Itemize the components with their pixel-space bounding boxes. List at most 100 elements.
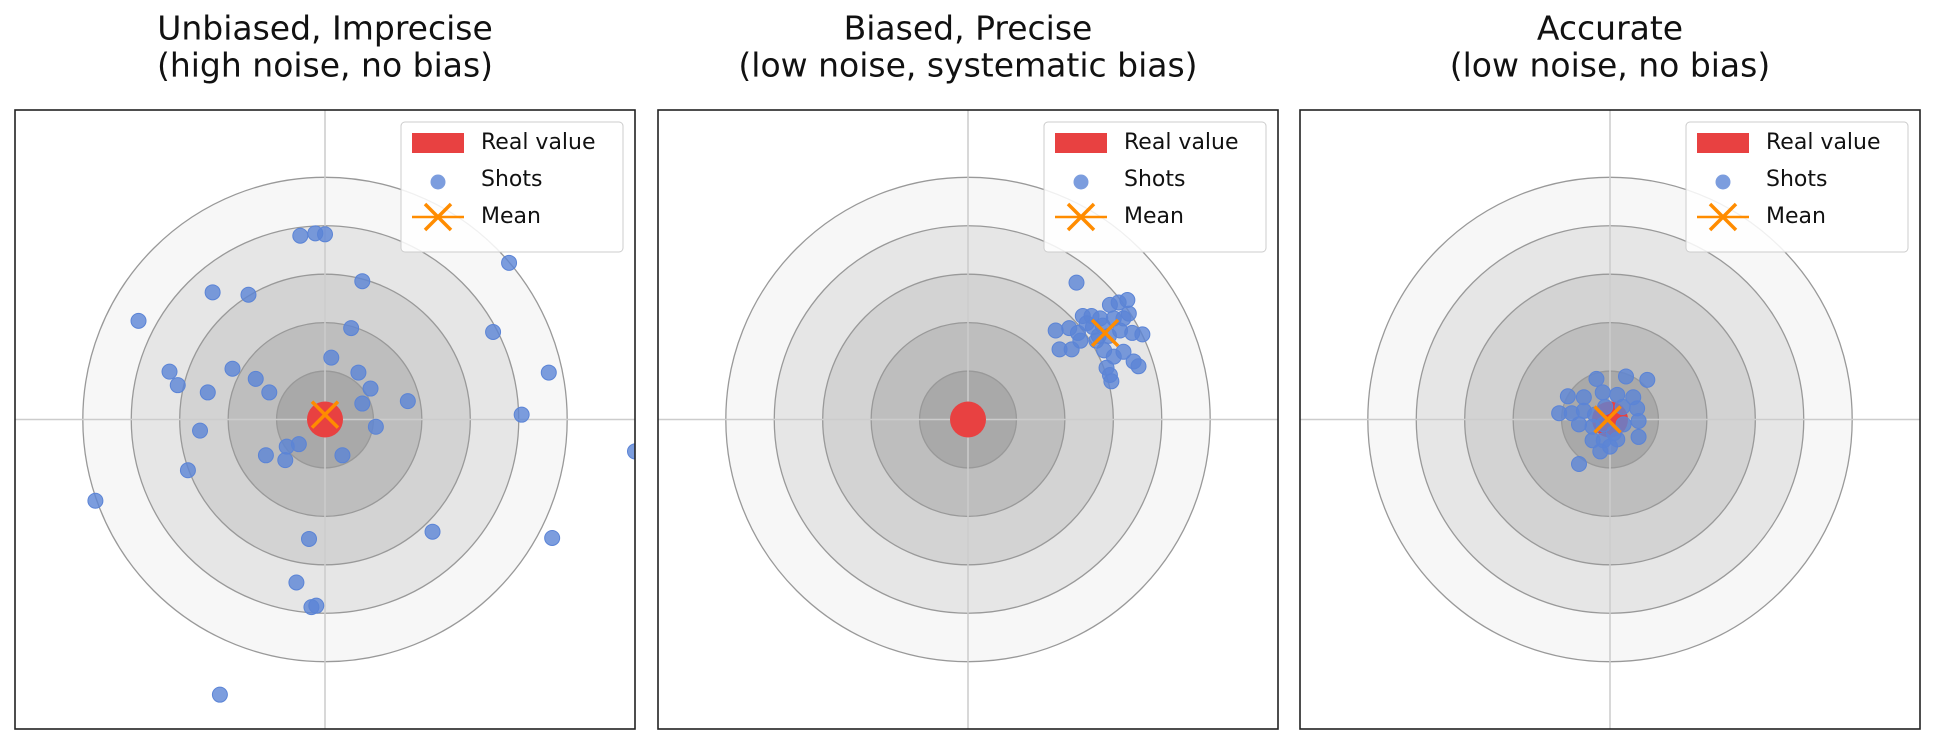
legend-swatch: [423, 202, 453, 232]
shot-point: [627, 443, 635, 460]
plot-area: [1300, 110, 1920, 729]
shot-point: [1119, 292, 1136, 309]
legend: Real value Shots Mean: [400, 121, 624, 253]
shot-point: [288, 574, 305, 591]
legend-box: [1685, 121, 1909, 253]
shot-point: [1602, 438, 1618, 455]
shot-point: [211, 686, 228, 703]
shot-point: [399, 393, 416, 410]
shot-point: [308, 597, 325, 614]
shot-point: [544, 529, 561, 546]
shot-point: [1072, 332, 1089, 349]
shot-point: [362, 380, 379, 397]
chart-title: Accurate: [1537, 9, 1683, 48]
shot-point: [1120, 305, 1137, 322]
shot-point: [343, 320, 360, 337]
chart-subtitle: (low noise, systematic bias): [738, 46, 1197, 85]
shot-point: [1639, 371, 1656, 388]
shot-point: [161, 363, 178, 380]
legend: Real value Shots Mean: [1685, 121, 1909, 253]
shot-point: [257, 447, 274, 464]
shot-point: [317, 226, 333, 243]
panel: Biased, Precise(low noise, systematic bi…: [657, 9, 1279, 730]
legend-swatch: [1697, 133, 1749, 153]
legend-label: Mean: [481, 204, 541, 229]
shot-point: [1594, 384, 1611, 401]
real-value-marker: [307, 401, 343, 438]
shot-point: [261, 384, 278, 401]
legend-label: Shots: [1124, 167, 1185, 192]
shot-point: [292, 227, 309, 244]
legend-swatch: [412, 133, 464, 153]
mean-marker: [1090, 318, 1120, 348]
chart-subtitle: (low noise, no bias): [1450, 46, 1770, 85]
shot-point: [1559, 388, 1576, 405]
shot-point: [199, 384, 216, 401]
shot-point: [278, 438, 295, 455]
shot-point: [87, 492, 104, 509]
legend-label: Mean: [1124, 204, 1184, 229]
shot-point: [501, 254, 518, 271]
shot-point: [1630, 412, 1647, 429]
shot-point: [1617, 368, 1634, 385]
shot-point: [334, 447, 351, 464]
shot-point: [1130, 358, 1147, 375]
shot-point: [277, 452, 294, 469]
shot-point: [354, 395, 371, 412]
shot-point: [540, 364, 557, 381]
legend-box: [400, 121, 624, 253]
legend-swatch: [1708, 202, 1738, 232]
legend-swatch: [1715, 174, 1731, 190]
legend-label: Shots: [481, 167, 542, 192]
legend-label: Shots: [1766, 167, 1827, 192]
shot-point: [1571, 416, 1587, 433]
chart-subtitle: (high noise, no bias): [157, 46, 493, 85]
shot-point: [179, 462, 196, 479]
shot-point: [1630, 428, 1647, 445]
legend-box: [1043, 121, 1267, 253]
shot-point: [192, 422, 209, 439]
shot-point: [513, 406, 530, 423]
real-value-marker: [950, 401, 986, 438]
plot-area: [658, 110, 1278, 729]
shot-point: [1575, 389, 1592, 406]
shot-point: [169, 377, 186, 394]
chart-title: Unbiased, Imprecise: [157, 9, 493, 48]
shot-point: [1115, 343, 1132, 360]
chart-title: Biased, Precise: [844, 9, 1093, 48]
legend-swatch: [430, 174, 446, 190]
shot-point: [424, 523, 441, 540]
legend-label: Real value: [481, 130, 596, 155]
shot-point: [1588, 370, 1605, 387]
mean-marker: [310, 400, 340, 429]
shot-point: [130, 312, 147, 329]
shot-point: [247, 370, 264, 387]
shot-point: [224, 360, 241, 377]
axes-frame: [657, 109, 1279, 730]
shot-point: [485, 323, 502, 340]
shot-point: [1047, 322, 1064, 339]
legend-swatch: [1073, 174, 1089, 190]
axes-frame: [14, 109, 636, 730]
legend-swatch: [1066, 202, 1096, 232]
shot-point: [354, 273, 371, 290]
shot-point: [1068, 274, 1085, 291]
legend-swatch: [1055, 133, 1107, 153]
legend-label: Real value: [1766, 130, 1881, 155]
panel: Accurate(low noise, no bias) Real value Sh…: [1299, 9, 1921, 730]
shot-point: [367, 418, 384, 435]
axes-frame: [1299, 109, 1921, 730]
plot-area: [15, 110, 635, 729]
shot-point: [1571, 455, 1587, 472]
shot-point: [1134, 326, 1151, 343]
shot-point: [1103, 373, 1120, 390]
panel: Unbiased, Imprecise(high noise, no bias)…: [14, 9, 636, 730]
shot-point: [204, 284, 221, 301]
legend: Real value Shots Mean: [1043, 121, 1267, 253]
shot-point: [240, 286, 257, 303]
shot-point: [301, 530, 318, 547]
mean-marker: [1593, 405, 1622, 434]
shot-point: [1597, 398, 1614, 415]
